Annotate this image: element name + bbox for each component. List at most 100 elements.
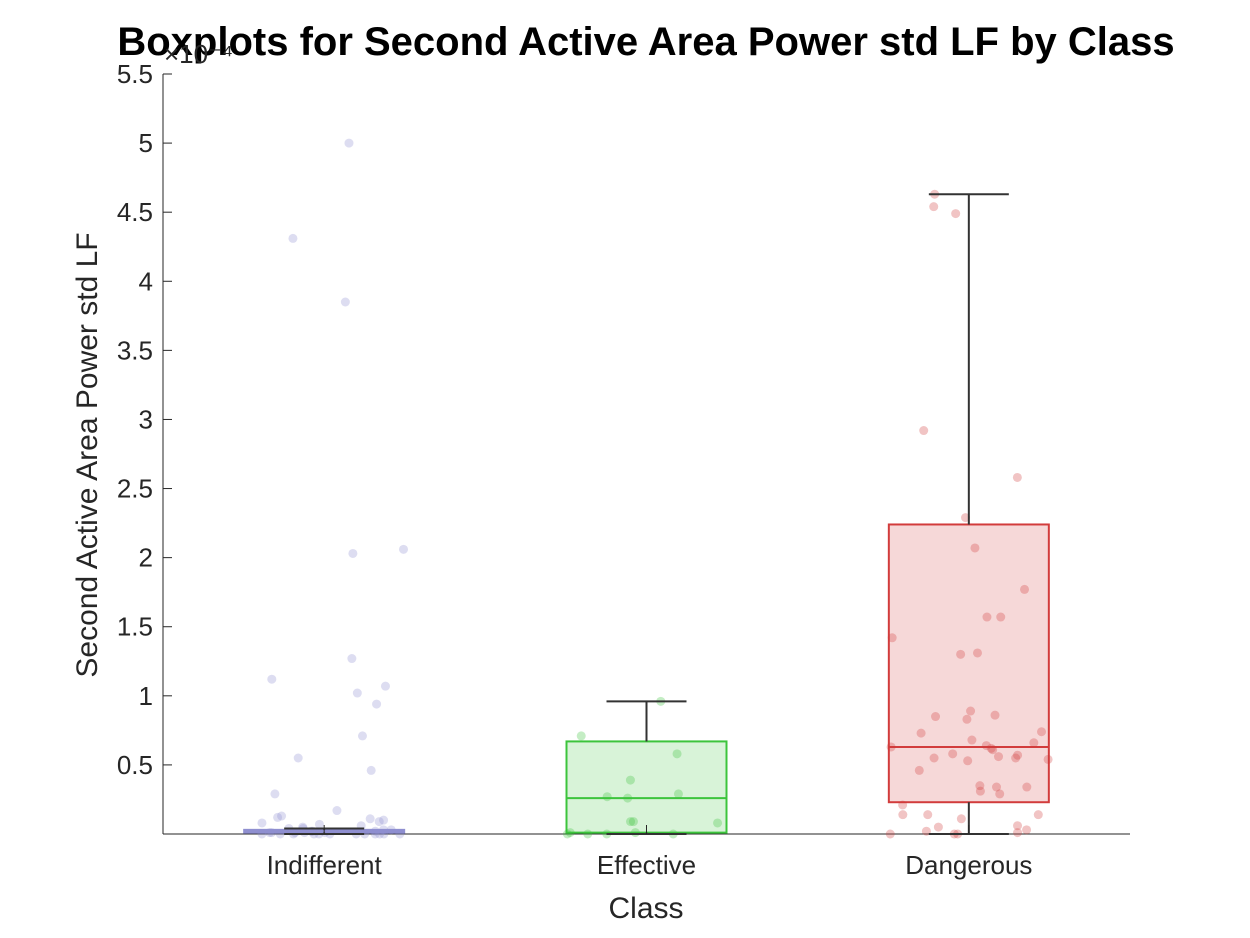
x-tick-label: Indifferent [267, 850, 383, 880]
box-effective [565, 740, 728, 834]
data-point-dangerous [929, 202, 939, 212]
data-point-indifferent [352, 688, 362, 698]
y-tick-label: 3.5 [117, 335, 153, 365]
data-point-indifferent [386, 825, 396, 835]
y-tick-label: 1 [139, 681, 153, 711]
x-tick-labels: Indifferent Effective Dangerous [267, 825, 1032, 880]
y-tick-label: 4.5 [117, 197, 153, 227]
data-point-indifferent [370, 829, 380, 839]
data-point-indifferent [370, 826, 380, 836]
data-point-dangerous [994, 752, 1004, 762]
data-point-effective [562, 829, 572, 839]
data-point-indifferent [365, 814, 375, 824]
data-point-indifferent [348, 548, 358, 558]
data-point-indifferent [275, 829, 285, 839]
data-point-indifferent [374, 817, 384, 827]
data-point-indifferent [399, 544, 409, 554]
data-point-dangerous [986, 743, 996, 753]
data-point-indifferent [340, 297, 350, 307]
y-tick-label: 3 [139, 404, 153, 434]
data-point-dangerous [956, 814, 966, 824]
data-point-dangerous [972, 648, 982, 658]
data-point-dangerous [1022, 825, 1032, 835]
y-tick-label: 0.5 [117, 750, 153, 780]
data-point-dangerous [1020, 584, 1030, 594]
y-tick-label: 4 [139, 266, 153, 296]
data-point-indifferent [366, 765, 376, 775]
y-tick-label: 2.5 [117, 474, 153, 504]
data-point-indifferent [378, 825, 388, 835]
data-point-effective [628, 817, 638, 827]
data-point-effective [583, 829, 593, 839]
y-axis-label: Second Active Area Power std LF [71, 232, 104, 677]
data-point-dangerous [992, 782, 1002, 792]
data-point-indifferent [332, 806, 342, 816]
y-tick-label: 1.5 [117, 612, 153, 642]
y-tick-labels: 0.5 1 1.5 2 2.5 3 3.5 4 4.5 5 5.5 [117, 59, 172, 780]
data-point-dangerous [898, 800, 908, 810]
x-tick-label: Effective [597, 850, 696, 880]
data-point-indifferent [293, 753, 303, 763]
data-point-dangerous [919, 426, 929, 436]
data-point-indifferent [379, 829, 389, 839]
data-point-indifferent [360, 829, 370, 839]
data-point-dangerous [970, 543, 980, 553]
data-point-indifferent [379, 815, 389, 825]
data-point-dangerous [948, 749, 958, 759]
x-tick-label: Dangerous [905, 850, 1032, 880]
data-point-effective [625, 775, 635, 785]
data-point-dangerous [961, 513, 971, 523]
data-point-indifferent [273, 812, 283, 822]
data-point-dangerous [967, 735, 977, 745]
data-point-indifferent [267, 674, 277, 684]
data-point-indifferent [372, 699, 382, 709]
data-point-effective [565, 828, 575, 838]
box-layer [243, 523, 1050, 834]
data-point-dangerous [996, 612, 1006, 622]
y-tick-label: 5.5 [117, 59, 153, 89]
data-point-dangerous [963, 756, 973, 766]
data-point-dangerous [1013, 828, 1023, 838]
data-point-dangerous [914, 765, 924, 775]
data-point-effective [626, 817, 636, 827]
data-point-dangerous [956, 649, 966, 659]
data-point-dangerous [951, 209, 961, 219]
data-point-effective [630, 828, 640, 838]
data-point-indifferent [357, 731, 367, 741]
data-point-dangerous [916, 728, 926, 738]
data-point-dangerous [1037, 727, 1047, 737]
jitter-points-layer [257, 138, 1053, 839]
data-point-indifferent [277, 811, 287, 821]
data-point-effective [673, 789, 683, 799]
x-axis-label: Class [608, 892, 683, 925]
data-point-effective [623, 793, 633, 803]
data-point-dangerous [923, 810, 933, 820]
data-point-indifferent [380, 681, 390, 691]
data-point-dangerous [898, 810, 908, 820]
data-point-effective [713, 818, 723, 828]
data-point-effective [602, 792, 612, 802]
box-dangerous [887, 523, 1050, 804]
data-point-indifferent [347, 654, 357, 664]
data-point-indifferent [395, 829, 405, 839]
data-point-indifferent [375, 829, 385, 839]
data-point-dangerous [990, 710, 1000, 720]
data-point-indifferent [288, 233, 298, 243]
y-exponent-label: ×10⁻⁴ [164, 39, 233, 69]
data-point-indifferent [314, 819, 324, 829]
data-point-dangerous [995, 789, 1005, 799]
y-tick-label: 2 [139, 543, 153, 573]
data-point-dangerous [988, 745, 998, 755]
data-point-effective [576, 731, 586, 741]
data-point-dangerous [975, 781, 985, 791]
data-point-dangerous [933, 822, 943, 832]
data-point-dangerous [931, 712, 941, 722]
data-point-indifferent [344, 138, 354, 148]
data-point-dangerous [929, 753, 939, 763]
data-point-dangerous [966, 706, 976, 716]
data-point-dangerous [885, 829, 895, 839]
data-point-dangerous [1013, 750, 1023, 760]
data-point-dangerous [1011, 753, 1021, 763]
data-point-dangerous [887, 633, 897, 643]
